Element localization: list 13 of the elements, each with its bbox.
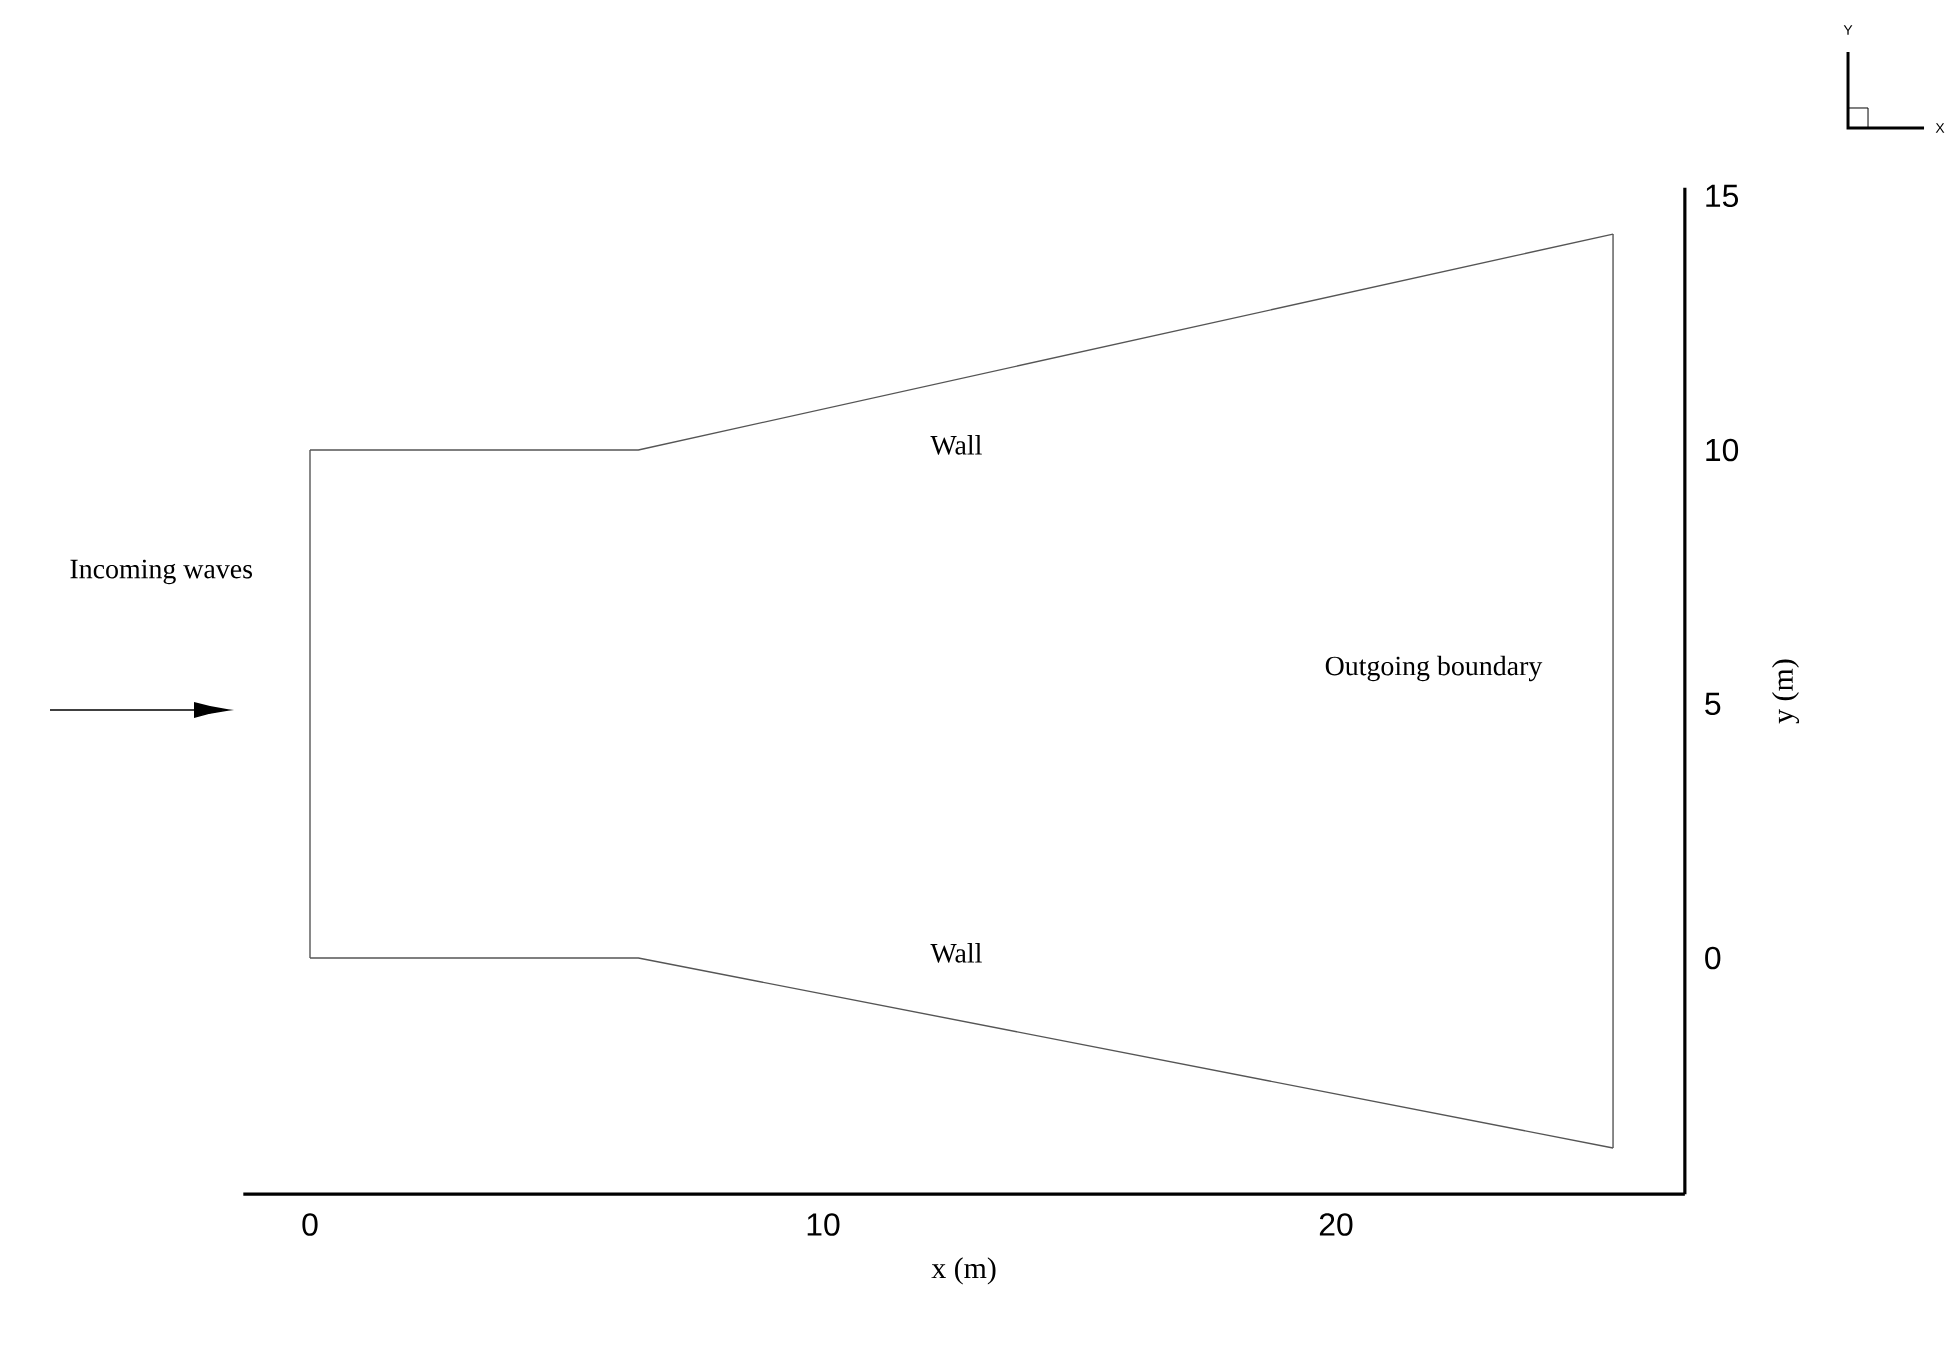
y-tick-label: 10 — [1706, 438, 1739, 462]
x-tick-label: 20 — [1319, 1213, 1353, 1236]
x-tick-label: 0 — [302, 1213, 318, 1236]
x-axis-title: x (m) — [931, 1257, 996, 1285]
y-tick-label: 15 — [1706, 184, 1738, 208]
annotation: Incoming waves — [70, 559, 252, 585]
y-axis-title: y (m) — [1771, 659, 1800, 724]
annotation: Outgoing boundary — [1325, 655, 1543, 682]
y-tick-label: 0 — [1705, 946, 1721, 970]
x-tick-label: 10 — [807, 1213, 840, 1236]
annotation: Wall — [930, 943, 982, 963]
y-tick-label: 5 — [1705, 692, 1721, 716]
annotation: Wall — [930, 435, 982, 455]
